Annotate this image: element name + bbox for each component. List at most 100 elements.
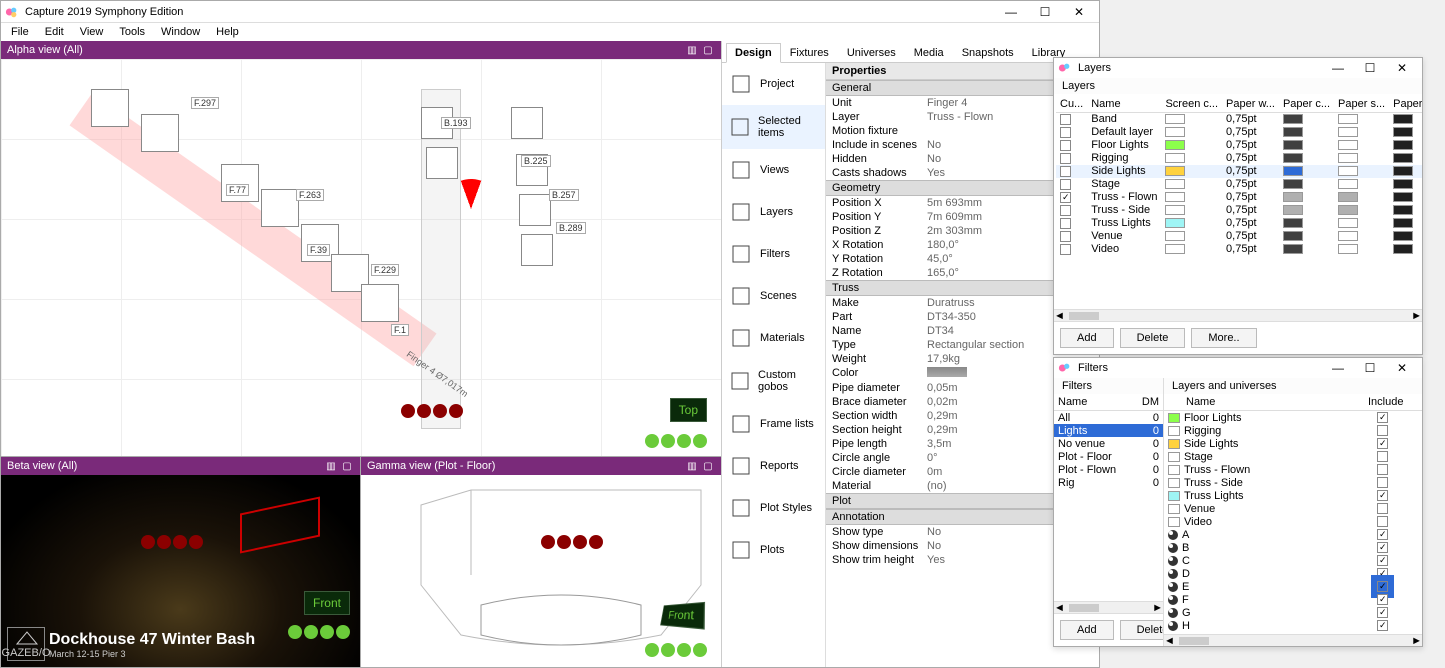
layer-current-check[interactable] — [1060, 231, 1071, 242]
layer-row[interactable]: Rigging0,75ptNormal — [1056, 152, 1422, 165]
nav-filters[interactable]: Filters — [722, 233, 825, 275]
include-check[interactable] — [1377, 451, 1388, 462]
menu-edit[interactable]: Edit — [39, 25, 70, 39]
layer-row[interactable]: Truss - Flown0,75ptNormal — [1056, 191, 1422, 204]
gamma-view-badge[interactable]: Front — [660, 602, 705, 630]
layer-row[interactable]: Stage0,75ptNormal — [1056, 178, 1422, 191]
delete-button[interactable]: Delete — [1120, 328, 1186, 348]
layer-current-check[interactable] — [1060, 218, 1071, 229]
filters-right-hscroll[interactable]: ◄► — [1164, 634, 1422, 646]
menu-file[interactable]: File — [5, 25, 35, 39]
tab-universes[interactable]: Universes — [838, 43, 905, 62]
tab-snapshots[interactable]: Snapshots — [953, 43, 1023, 62]
close-button[interactable]: ✕ — [1386, 358, 1418, 378]
filter-row[interactable]: No venue0 — [1054, 437, 1163, 450]
close-button[interactable]: ✕ — [1386, 58, 1418, 78]
filter-row[interactable]: Lights0 — [1054, 424, 1163, 437]
close-button[interactable]: ✕ — [1063, 2, 1095, 22]
layer-current-check[interactable] — [1060, 244, 1071, 255]
minimize-button[interactable]: — — [1322, 358, 1354, 378]
include-check[interactable] — [1377, 607, 1388, 618]
filter-row[interactable]: Plot - Flown0 — [1054, 463, 1163, 476]
filter-layer-row[interactable]: Truss Lights — [1164, 489, 1422, 502]
include-check[interactable] — [1377, 412, 1388, 423]
filter-layer-row[interactable]: Stage — [1164, 450, 1422, 463]
filter-layer-row[interactable]: Rigging — [1164, 424, 1422, 437]
beta-view-badge[interactable]: Front — [304, 591, 350, 615]
add-button[interactable]: Add — [1060, 620, 1114, 640]
minimize-button[interactable]: — — [1322, 58, 1354, 78]
filter-row[interactable]: Plot - Floor0 — [1054, 450, 1163, 463]
layers-tab[interactable]: Layers — [1054, 78, 1422, 94]
filter-layer-row[interactable]: Venue — [1164, 502, 1422, 515]
nav-scenes[interactable]: Scenes — [722, 275, 825, 317]
include-check[interactable] — [1377, 438, 1388, 449]
layer-current-check[interactable] — [1060, 140, 1071, 151]
filter-universe-row[interactable]: G — [1164, 606, 1422, 619]
layer-row[interactable]: Video0,75ptNormal — [1056, 243, 1422, 256]
filters-left-hscroll[interactable]: ◄► — [1054, 601, 1163, 613]
include-check[interactable] — [1377, 529, 1388, 540]
view-split-icon[interactable]: ▥ — [324, 459, 338, 473]
color-swatch[interactable] — [927, 367, 967, 377]
nav-layers[interactable]: Layers — [722, 191, 825, 233]
nav-views[interactable]: Views — [722, 149, 825, 191]
filter-universe-row[interactable]: D — [1164, 567, 1422, 580]
include-check[interactable] — [1377, 620, 1388, 631]
layer-row[interactable]: Side Lights0,75ptNormal — [1056, 165, 1422, 178]
layer-row[interactable]: Default layer0,75ptNormal — [1056, 126, 1422, 139]
filter-layer-row[interactable]: Floor Lights — [1164, 411, 1422, 424]
layer-row[interactable]: Truss Lights0,75pt08Normal — [1056, 217, 1422, 230]
include-check[interactable] — [1377, 568, 1388, 579]
layers-table[interactable]: Cu...NameScreen c...Paper w...Paper c...… — [1056, 96, 1422, 256]
view-max-icon[interactable]: ▢ — [701, 459, 715, 473]
layer-row[interactable]: Band0,75ptNormal — [1056, 113, 1422, 126]
filter-universe-row[interactable]: B — [1164, 541, 1422, 554]
tab-media[interactable]: Media — [905, 43, 953, 62]
nav-selected-items[interactable]: Selected items — [722, 105, 825, 149]
add-button[interactable]: Add — [1060, 328, 1114, 348]
gamma-view[interactable]: Gamma view (Plot - Floor) ▥ ▢ Front — [361, 457, 721, 667]
maximize-button[interactable]: ☐ — [1354, 358, 1386, 378]
nav-frame-lists[interactable]: Frame lists — [722, 403, 825, 445]
include-check[interactable] — [1377, 581, 1388, 592]
menu-tools[interactable]: Tools — [113, 25, 151, 39]
maximize-button[interactable]: ☐ — [1354, 58, 1386, 78]
layer-current-check[interactable] — [1060, 205, 1071, 216]
nav-plots[interactable]: Plots — [722, 529, 825, 571]
more-button[interactable]: More.. — [1191, 328, 1256, 348]
layer-current-check[interactable] — [1060, 192, 1071, 203]
include-check[interactable] — [1377, 594, 1388, 605]
include-check[interactable] — [1377, 477, 1388, 488]
filter-universe-row[interactable]: C — [1164, 554, 1422, 567]
layer-current-check[interactable] — [1060, 153, 1071, 164]
view-max-icon[interactable]: ▢ — [340, 459, 354, 473]
menu-window[interactable]: Window — [155, 25, 206, 39]
filter-universe-row[interactable]: H — [1164, 619, 1422, 632]
filters-window[interactable]: Filters — ☐ ✕ Filters NameDM All0Lights0… — [1053, 357, 1423, 647]
nav-custom-gobos[interactable]: Custom gobos — [722, 359, 825, 403]
tab-design[interactable]: Design — [726, 43, 781, 63]
filter-layer-row[interactable]: Side Lights — [1164, 437, 1422, 450]
view-split-icon[interactable]: ▥ — [685, 43, 699, 57]
layer-current-check[interactable] — [1060, 127, 1071, 138]
include-check[interactable] — [1377, 490, 1388, 501]
layer-row[interactable]: Floor Lights0,75ptNormal — [1056, 139, 1422, 152]
include-check[interactable] — [1377, 464, 1388, 475]
alpha-view-badge[interactable]: Top — [670, 398, 707, 422]
nav-reports[interactable]: Reports — [722, 445, 825, 487]
layer-current-check[interactable] — [1060, 166, 1071, 177]
include-check[interactable] — [1377, 503, 1388, 514]
nav-plot-styles[interactable]: Plot Styles — [722, 487, 825, 529]
include-check[interactable] — [1377, 425, 1388, 436]
layer-current-check[interactable] — [1060, 179, 1071, 190]
view-split-icon[interactable]: ▥ — [685, 459, 699, 473]
minimize-button[interactable]: — — [995, 2, 1027, 22]
filter-row[interactable]: Rig0 — [1054, 476, 1163, 489]
view-max-icon[interactable]: ▢ — [701, 43, 715, 57]
beta-view[interactable]: Beta view (All) ▥ ▢ Front GAZEB/O — [1, 457, 361, 667]
tab-fixtures[interactable]: Fixtures — [781, 43, 838, 62]
nav-materials[interactable]: Materials — [722, 317, 825, 359]
layer-row[interactable]: Truss - Side0,75ptNormal — [1056, 204, 1422, 217]
include-check[interactable] — [1377, 542, 1388, 553]
